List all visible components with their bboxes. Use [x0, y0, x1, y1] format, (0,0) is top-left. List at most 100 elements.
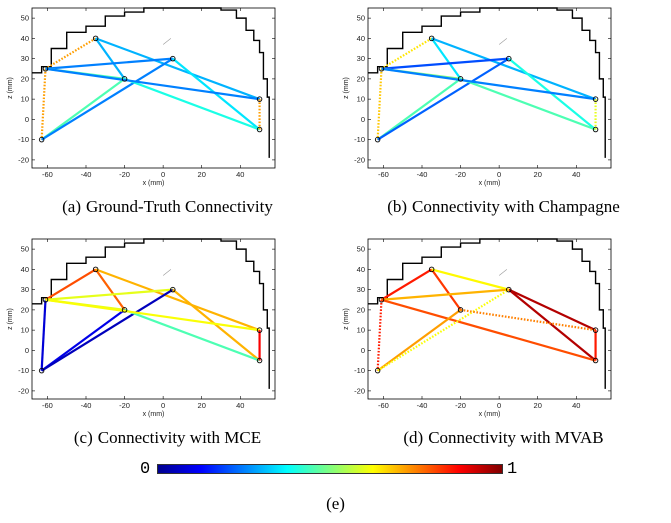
source-node: [38, 136, 45, 143]
caption-text: Connectivity with MVAB: [428, 428, 604, 447]
caption-text: Ground-Truth Connectivity: [86, 197, 273, 216]
caption-id: (b): [387, 197, 408, 216]
x-axis-label: x (mm): [479, 180, 501, 187]
panel-mvab: -60 -40 -20 0 20 40 -20 -10 0 10 20 30 40 50 x (mm) z (…: [336, 231, 671, 463]
y-tick-label: 20: [357, 74, 365, 83]
y-tick-label: -10: [354, 135, 365, 144]
connectivity-edge: [380, 268, 433, 301]
connectivity-edge: [381, 67, 596, 101]
x-tick-label: -60: [378, 170, 389, 179]
x-axis-label: x (mm): [479, 411, 501, 418]
y-tick-label: 50: [21, 245, 29, 254]
connectivity-edge: [40, 299, 47, 371]
connectivity-edge: [40, 77, 126, 141]
y-tick-label: -10: [18, 135, 29, 144]
x-tick-label: -20: [119, 170, 130, 179]
y-tick-label: 10: [357, 326, 365, 335]
caption-champagne: (b) Connectivity with Champagne: [336, 197, 671, 217]
x-tick-label: 0: [161, 170, 165, 179]
colorbar-min-label: 0: [140, 460, 151, 479]
connectivity-edge: [40, 68, 47, 140]
connectivity-edge: [377, 57, 510, 141]
x-tick-label: 20: [534, 170, 542, 179]
caption-ground-truth: (a) Ground-Truth Connectivity: [0, 197, 335, 217]
x-tick-label: -20: [119, 401, 130, 410]
x-tick-label: -40: [417, 401, 428, 410]
plot-ground-truth: -60 -40 -20 0 20 40 -20 -10 0 10 20 30 40 50 x (mm) z (…: [7, 7, 276, 187]
source-node: [256, 327, 263, 333]
connectivity-edge: [95, 37, 260, 101]
y-axis-label: z (mm): [7, 308, 14, 330]
plot-frame: [367, 7, 612, 169]
connectivity-edge: [377, 288, 510, 372]
connectivity-edge: [124, 77, 260, 131]
x-tick-label: -20: [455, 170, 466, 179]
y-axis-label: z (mm): [7, 77, 14, 99]
y-tick-label: 30: [357, 54, 365, 63]
source-node: [378, 66, 385, 72]
source-node: [38, 367, 45, 374]
source-node: [378, 297, 385, 303]
x-tick-label: 0: [161, 401, 165, 410]
connectivity-edge: [431, 268, 510, 291]
source-node: [592, 126, 599, 133]
connectivity-edge: [381, 298, 596, 362]
source-node: [428, 266, 435, 273]
connectivity-edge: [95, 268, 260, 332]
x-tick-label: -20: [455, 401, 466, 410]
x-tick-label: 40: [572, 401, 580, 410]
x-tick-label: 40: [236, 401, 244, 410]
connectivity-edge: [41, 288, 174, 372]
y-tick-label: 40: [357, 265, 365, 274]
y-tick-label: 50: [357, 14, 365, 23]
colorbar: 0 1: [140, 459, 520, 481]
caption-id: (c): [73, 428, 93, 447]
x-tick-label: 20: [198, 170, 206, 179]
x-tick-label: -60: [42, 170, 53, 179]
connectivity-edge: [45, 298, 260, 332]
source-node: [92, 35, 99, 42]
source-node: [121, 76, 128, 82]
connectivity-edge: [430, 268, 462, 311]
connectivity-edge: [381, 288, 509, 301]
source-node: [592, 96, 599, 102]
source-node: [256, 96, 263, 102]
x-tick-label: -60: [42, 401, 53, 410]
x-tick-label: -40: [417, 170, 428, 179]
source-node: [457, 76, 464, 82]
head-outline: [32, 238, 270, 389]
plot-mce: -60 -40 -20 0 20 40 -20 -10 0 10 20 30 40 50 x (mm) z (…: [7, 238, 276, 418]
connectivity-edge: [376, 77, 462, 141]
caption-id: (a): [62, 197, 82, 216]
source-node: [592, 327, 599, 333]
connectivity-edge: [376, 299, 383, 371]
connectivity-edge: [45, 67, 260, 101]
panel-mce: -60 -40 -20 0 20 40 -20 -10 0 10 20 30 40 50 x (mm) z (…: [0, 231, 335, 463]
x-tick-label: 40: [236, 170, 244, 179]
y-tick-label: 20: [21, 74, 29, 83]
x-tick-label: 20: [534, 401, 542, 410]
x-tick-label: 40: [572, 170, 580, 179]
source-node: [42, 297, 49, 303]
y-tick-label: 0: [25, 346, 29, 355]
y-axis-label: z (mm): [343, 308, 350, 330]
source-node: [374, 136, 381, 143]
source-node: [592, 357, 599, 364]
plot-frame: [31, 238, 276, 400]
panel-ground-truth: -60 -40 -20 0 20 40 -20 -10 0 10 20 30 40 50 x (mm) z (…: [0, 0, 335, 232]
source-node: [506, 286, 512, 293]
connectivity-edge: [381, 57, 509, 70]
y-tick-label: -20: [18, 155, 29, 164]
reference-mark: [498, 38, 508, 45]
y-tick-label: 0: [361, 346, 365, 355]
caption-mvab: (d) Connectivity with MVAB: [336, 428, 671, 448]
x-tick-label: -40: [81, 401, 92, 410]
connectivity-edge: [431, 37, 596, 101]
source-node: [256, 357, 263, 364]
y-tick-label: 40: [357, 34, 365, 43]
y-tick-label: 40: [21, 34, 29, 43]
plot-frame: [31, 7, 276, 169]
y-tick-label: 20: [357, 305, 365, 314]
x-tick-label: 20: [198, 401, 206, 410]
